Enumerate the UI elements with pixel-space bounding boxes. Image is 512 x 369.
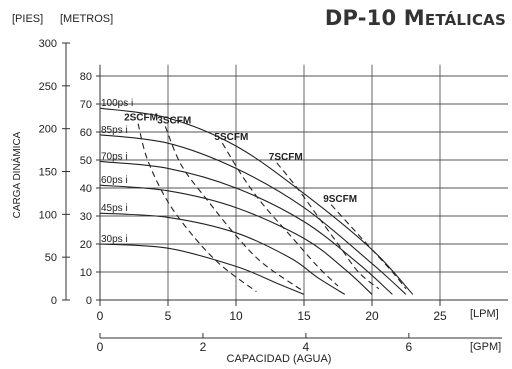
meter-tick-label: 20	[80, 239, 92, 251]
meter-tick-label: 0	[86, 295, 92, 307]
feet-tick-label: 0	[51, 295, 57, 307]
lpm-tick-label: 15	[297, 309, 311, 323]
pressure-label-85psi: 85ps i	[101, 125, 128, 136]
air-label-9SCFM: 9SCFM	[323, 194, 357, 205]
pressure-curve-70psi	[99, 160, 393, 295]
meter-unit-label: [METROS]	[60, 13, 113, 25]
air-label-2SCFM: 2SCFM	[124, 113, 158, 124]
axes-layer: 30025020015010050080706050403020100[PIES…	[10, 13, 502, 365]
lpm-tick-label: 25	[433, 309, 447, 323]
lpm-tick-label: 0	[97, 309, 104, 323]
pressure-curve-60psi	[99, 184, 373, 295]
pressure-label-30psi: 30ps i	[101, 234, 128, 245]
gpm-unit-label: [GPM]	[470, 341, 501, 353]
lpm-tick-label: 20	[365, 309, 379, 323]
lpm-tick-label: 5	[165, 309, 172, 323]
pressure-curve-45psi	[99, 212, 346, 295]
air-curve-2SCFM	[137, 123, 257, 293]
gpm-tick-label: 2	[200, 340, 207, 354]
pressure-curve-100psi	[99, 107, 414, 295]
feet-tick-label: 150	[39, 167, 57, 179]
pressure-curve-30psi	[99, 243, 305, 295]
air-curve-5SCFM	[221, 142, 339, 287]
air-curve-9SCFM	[330, 204, 407, 290]
feet-unit-label: [PIES]	[12, 13, 43, 25]
meter-tick-label: 10	[80, 267, 92, 279]
air-curve-7SCFM	[276, 162, 380, 290]
grid-lines	[100, 64, 508, 300]
air-label-3SCFM: 3SCFM	[157, 115, 191, 126]
pressure-label-60psi: 60ps i	[101, 175, 128, 186]
air-label-5SCFM: 5SCFM	[214, 132, 248, 143]
gpm-tick-label: 4	[303, 340, 310, 354]
meter-tick-label: 80	[80, 71, 92, 83]
feet-tick-label: 100	[39, 209, 57, 221]
pressure-label-100psi: 100ps i	[101, 98, 133, 109]
gpm-tick-label: 6	[406, 340, 413, 354]
series-layer: 100ps i 85ps i 70ps i 60ps i 45ps i 30ps i 2SC…	[99, 98, 414, 295]
gpm-tick-label: 0	[97, 340, 104, 354]
feet-tick-label: 300	[39, 38, 57, 50]
pressure-curve-85psi	[99, 134, 407, 295]
feet-tick-label: 200	[39, 124, 57, 136]
lpm-tick-label: 10	[229, 309, 243, 323]
meter-tick-label: 30	[80, 211, 92, 223]
meter-tick-label: 70	[80, 99, 92, 111]
air-curve-3SCFM	[164, 126, 305, 293]
y-axis-title: CARGA DINÁMICA	[10, 131, 23, 218]
pressure-label-45psi: 45ps i	[101, 203, 128, 214]
meter-tick-label: 60	[80, 127, 92, 139]
feet-tick-label: 250	[39, 81, 57, 93]
x-axis-title: CAPACIDAD (AGUA)	[227, 353, 332, 365]
meter-tick-label: 50	[80, 155, 92, 167]
meter-tick-label: 40	[80, 183, 92, 195]
lpm-unit-label: [LPM]	[470, 308, 499, 320]
chart-title: DP-10 METÁLICAS	[324, 6, 506, 30]
pressure-label-70psi: 70ps i	[101, 151, 128, 162]
air-label-7SCFM: 7SCFM	[269, 152, 303, 163]
feet-tick-label: 50	[45, 252, 57, 264]
